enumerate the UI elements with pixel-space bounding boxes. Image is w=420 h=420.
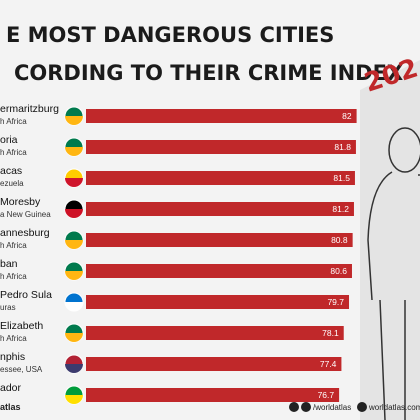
bar xyxy=(86,295,350,309)
country-label: h Africa xyxy=(0,334,27,343)
bar xyxy=(86,388,340,402)
country-label: uras xyxy=(0,303,16,312)
value-label: 80.8 xyxy=(331,235,348,245)
bar xyxy=(86,326,344,340)
city-label: oria xyxy=(0,134,18,146)
flag xyxy=(65,333,83,342)
website: worldatlas.com xyxy=(368,403,420,412)
icon xyxy=(357,402,367,412)
city-label: Pedro Sula xyxy=(0,289,52,301)
country-label: a New Guinea xyxy=(0,210,51,219)
value-label: 81.8 xyxy=(334,142,351,152)
flag xyxy=(65,395,83,404)
bar xyxy=(86,357,342,371)
brand: atlas xyxy=(0,402,21,412)
flag xyxy=(65,240,83,249)
value-label: 79.7 xyxy=(327,297,344,307)
bar xyxy=(86,202,354,216)
flag xyxy=(65,209,83,218)
bar xyxy=(86,171,355,185)
flag xyxy=(65,364,83,373)
value-label: 76.7 xyxy=(318,390,335,400)
country-label: h Africa xyxy=(0,117,27,126)
icon xyxy=(301,402,311,412)
bar xyxy=(86,140,356,154)
wall xyxy=(360,60,420,420)
social: /worldatlas xyxy=(313,403,351,412)
value-label: 81.2 xyxy=(332,204,349,214)
country-label: ezuela xyxy=(0,179,24,188)
value-label: 80.6 xyxy=(330,266,347,276)
bar xyxy=(86,109,357,123)
value-label: 82 xyxy=(342,111,352,121)
value-label: 81.5 xyxy=(333,173,350,183)
city-label: Moresby xyxy=(0,196,41,208)
flag xyxy=(65,147,83,156)
country-label: essee, USA xyxy=(0,365,43,374)
city-label: acas xyxy=(0,165,22,177)
country-label: h Africa xyxy=(0,148,27,157)
city-label: ban xyxy=(0,258,18,270)
city-label: nphis xyxy=(0,351,25,363)
city-label: ermaritzburg xyxy=(0,103,59,115)
bar xyxy=(86,233,353,247)
value-label: 77.4 xyxy=(320,359,337,369)
flag xyxy=(65,178,83,187)
bar xyxy=(86,264,352,278)
city-label: Elizabeth xyxy=(0,320,43,332)
country-label: h Africa xyxy=(0,272,27,281)
icon xyxy=(289,402,299,412)
title-line: CORDING TO THEIR CRIME INDEX xyxy=(14,61,403,85)
value-label: 78.1 xyxy=(322,328,339,338)
flag xyxy=(65,116,83,125)
city-label: ador xyxy=(0,382,22,394)
flag xyxy=(65,302,83,311)
country-label: h Africa xyxy=(0,241,27,250)
title-line: E MOST DANGEROUS CITIES xyxy=(6,23,334,47)
city-label: annesburg xyxy=(0,227,50,239)
flag xyxy=(65,271,83,280)
figure xyxy=(367,127,420,420)
